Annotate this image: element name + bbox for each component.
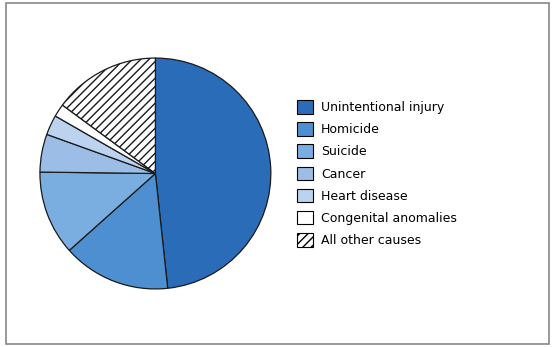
Wedge shape (62, 58, 155, 174)
Wedge shape (155, 58, 271, 288)
Legend: Unintentional injury, Homicide, Suicide, Cancer, Heart disease, Congenital anoma: Unintentional injury, Homicide, Suicide,… (294, 96, 461, 251)
Wedge shape (69, 174, 168, 289)
Wedge shape (56, 105, 155, 174)
Wedge shape (47, 116, 155, 174)
Wedge shape (40, 134, 155, 174)
Wedge shape (40, 172, 155, 251)
